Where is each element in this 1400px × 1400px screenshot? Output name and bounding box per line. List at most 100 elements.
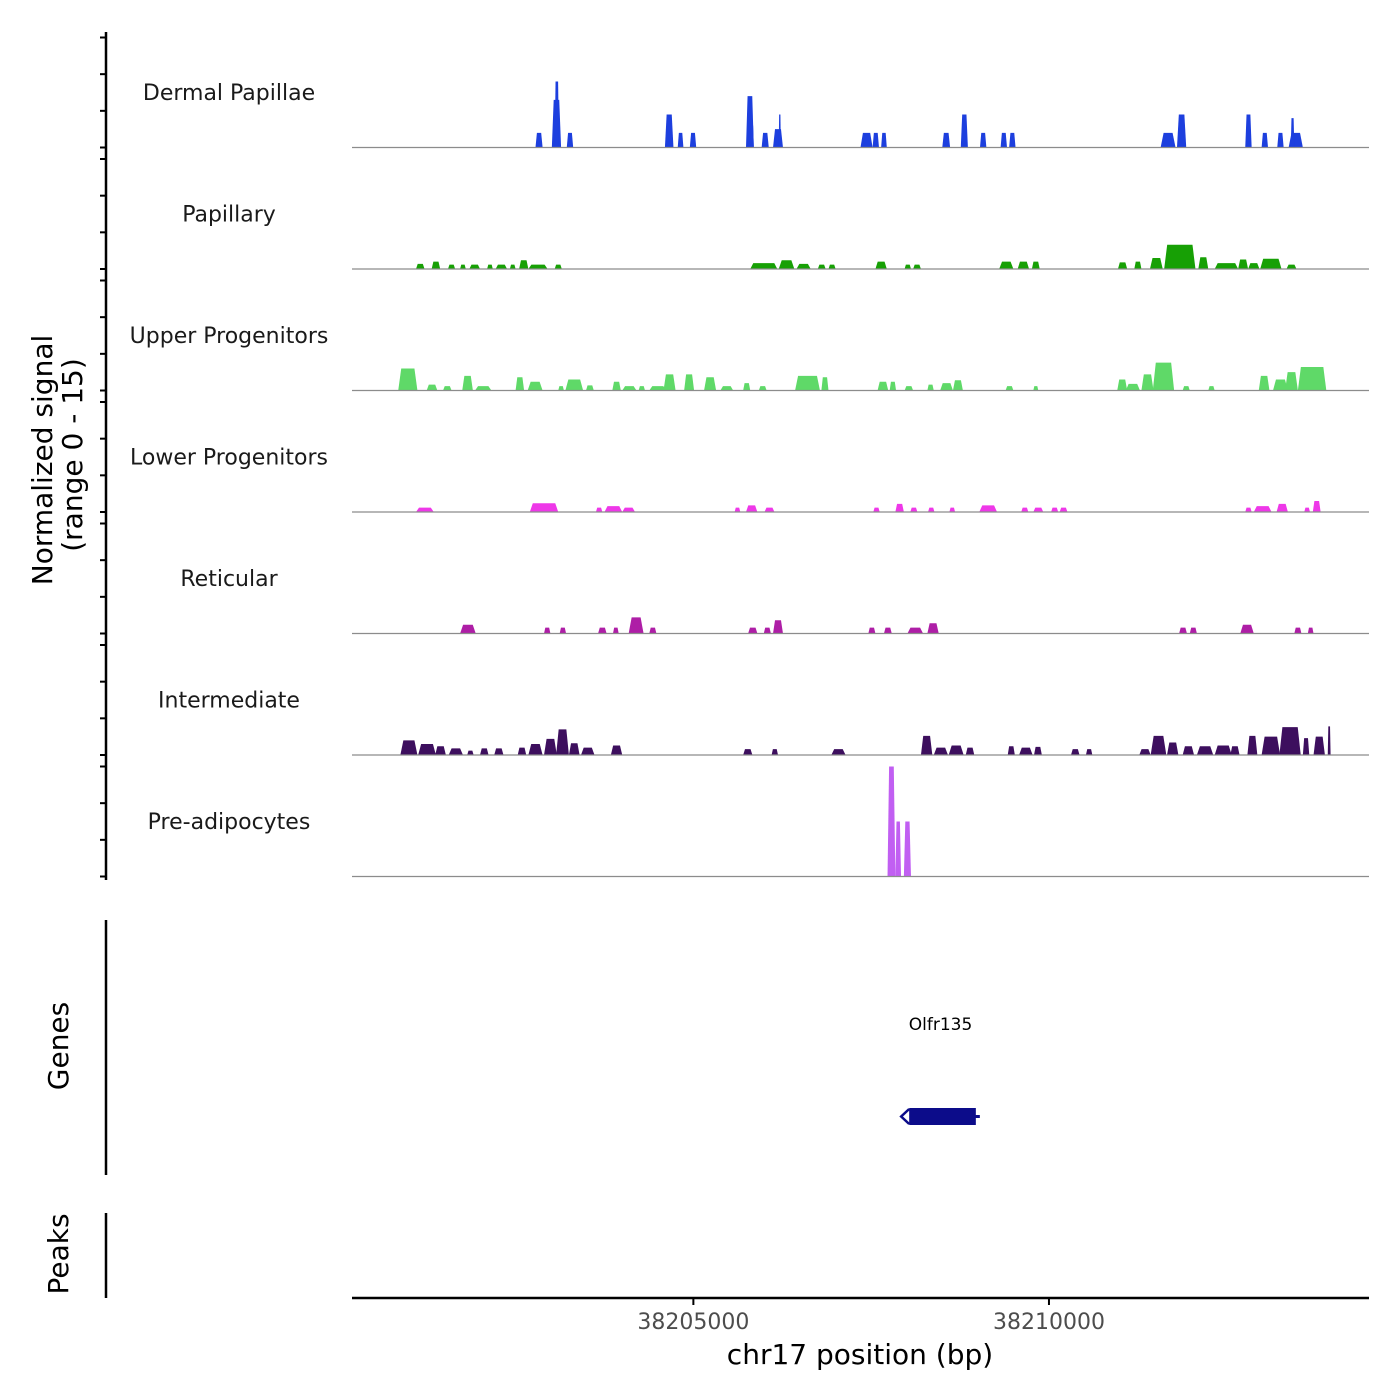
signal-peak [544, 738, 557, 755]
signal-peak [528, 264, 548, 269]
signal-peak [778, 114, 781, 148]
signal-peak [509, 264, 516, 269]
signal-peak [1017, 261, 1030, 269]
signal-peak [1117, 379, 1128, 391]
signal-peak [604, 506, 623, 512]
signal-peak [487, 264, 493, 269]
signal-peak [883, 627, 892, 634]
signal-peak [610, 745, 623, 755]
signal-peak [1313, 736, 1325, 755]
x-tick-label: 38205000 [637, 1310, 749, 1335]
signal-peak [1304, 507, 1310, 512]
track-reticular: Reticular [180, 567, 1369, 635]
signal-peak [881, 132, 887, 148]
signal-peak [1302, 738, 1310, 755]
x-tick-label: 38210000 [993, 1310, 1105, 1335]
genes-panel-label: Genes [42, 1002, 75, 1090]
signal-peak [761, 132, 769, 148]
signal-peak [475, 386, 492, 391]
signal-peak [1245, 114, 1252, 148]
signal-peak [443, 386, 452, 391]
track-label: Pre-adipocytes [148, 810, 311, 835]
signal-peak [460, 264, 466, 269]
signal-peak [469, 264, 481, 269]
signal-peak [1134, 261, 1142, 269]
signal-peak [831, 749, 846, 755]
signal-peak [949, 507, 956, 512]
signal-peak [720, 386, 734, 391]
signal-peak [1279, 727, 1301, 755]
signal-peak [745, 505, 758, 512]
gene-strand-arrow [899, 1108, 911, 1125]
signal-peak [796, 263, 811, 269]
signal-peak [480, 748, 489, 755]
signal-peak [1261, 736, 1281, 755]
signal-peak [494, 748, 504, 755]
signal-peak [1167, 742, 1179, 755]
signal-peak [559, 627, 567, 634]
signal-peak [1260, 258, 1282, 269]
signal-peak [649, 386, 667, 391]
signal-peak [1253, 506, 1272, 512]
track-upper-progenitors: Upper Progenitors [130, 324, 1369, 392]
signal-peak [1208, 386, 1215, 391]
signal-peak [595, 507, 603, 512]
track-label: Upper Progenitors [130, 324, 329, 349]
signal-peak [535, 132, 543, 148]
signal-peak [1007, 746, 1015, 755]
peaks-panel-label: Peaks [42, 1213, 75, 1294]
signal-peak [817, 264, 826, 269]
signal-peak [1312, 501, 1321, 512]
signal-peak [684, 374, 695, 391]
signal-peak [544, 627, 551, 634]
signal-peak [1297, 367, 1327, 391]
signal-peak [1160, 132, 1176, 148]
signal-peak [448, 264, 456, 269]
signal-peak [1005, 386, 1014, 391]
signal-peak [734, 507, 741, 512]
signal-peak [566, 132, 574, 148]
signal-peak [965, 747, 975, 755]
signal-peak [764, 507, 775, 512]
signal-peak [873, 507, 880, 512]
signal-peak [568, 743, 580, 755]
signal-peak [613, 627, 619, 634]
signal-peak [1019, 747, 1033, 755]
signal-peak [927, 623, 939, 634]
signal-peak [940, 383, 953, 391]
signal-peak [1214, 745, 1232, 755]
signal-peak [1240, 624, 1254, 634]
signal-peak [1125, 383, 1140, 391]
signal-peak [1189, 627, 1197, 634]
signal-peak [1285, 372, 1298, 391]
signal-peak [1182, 746, 1195, 755]
signal-peak [872, 132, 879, 148]
signal-peak [1248, 263, 1260, 269]
signal-peak [1276, 503, 1288, 512]
track-pre-adipocytes: Pre-adipocytes [148, 766, 1369, 878]
gene-annotations: Olfr135 [899, 1015, 980, 1125]
signal-peak [821, 377, 829, 391]
track-papillary: Papillary [182, 203, 1369, 270]
track-dermal-papillae: Dermal Papillae [143, 81, 1369, 149]
signal-peak [1059, 507, 1068, 512]
signal-peak [1149, 258, 1163, 269]
signal-peak [426, 384, 438, 391]
signal-peak [889, 381, 897, 391]
signal-peak [1033, 507, 1044, 512]
signal-peak [1000, 132, 1008, 148]
signal-peak [877, 381, 889, 391]
signal-peak [1179, 627, 1187, 634]
signal-peak [398, 368, 418, 391]
signal-peak [467, 750, 474, 755]
coverage-axis [100, 32, 108, 880]
signal-peak [435, 746, 446, 755]
signal-peak [1258, 375, 1270, 391]
signal-peak [910, 507, 918, 512]
signal-peak [927, 384, 934, 391]
signal-peak [1327, 726, 1331, 755]
signal-peak [1214, 263, 1239, 269]
signal-peak [689, 132, 697, 148]
signal-peak [677, 132, 684, 148]
